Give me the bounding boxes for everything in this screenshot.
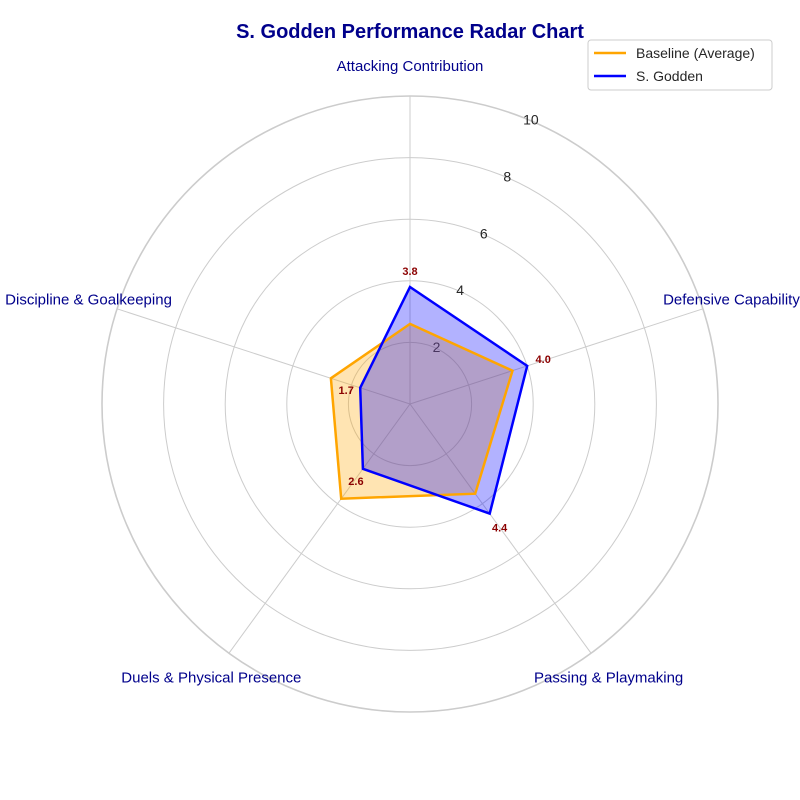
radial-tick-label: 6 [480,225,488,241]
value-label: 2.6 [348,476,363,488]
category-label: Duels & Physical Presence [121,669,301,686]
value-label: 1.7 [339,385,354,397]
category-label: Passing & Playmaking [534,669,683,686]
series-fill [330,323,513,499]
radar-series [329,285,529,516]
chart-title: S. Godden Performance Radar Chart [236,21,584,43]
category-label: Defensive Capability [663,292,800,309]
series-line [329,322,515,500]
radial-tick-label: 2 [433,339,441,355]
radar-grid: 2 4 6 8 10 [101,95,719,713]
series-line [358,285,529,516]
spoke-line [228,403,411,654]
radial-tick-label: 10 [523,111,539,127]
category-label: Discipline & Goalkeeping [5,292,172,309]
spoke-line [409,308,704,405]
value-label: 3.8 [402,266,417,278]
radar-labels: Attacking Contribution Defensive Capabili… [5,58,800,686]
legend-label: Baseline (Average) [636,45,755,61]
radial-tick-label: 8 [503,168,511,184]
value-label: 4.0 [536,354,551,366]
category-label: Attacking Contribution [337,58,484,75]
radial-tick-label: 4 [456,282,464,298]
legend: Baseline (Average) S. Godden [587,39,773,91]
legend-box [587,39,773,91]
value-label: 4.4 [492,523,508,535]
legend-label: S. Godden [636,68,703,84]
spoke-line [409,403,592,654]
